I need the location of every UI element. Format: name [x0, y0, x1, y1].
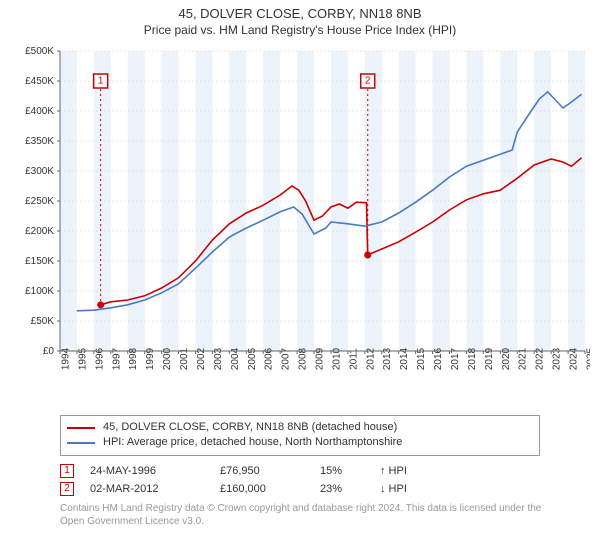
sale-price: £160,000 [220, 483, 320, 495]
sale-date: 24-MAY-1996 [90, 465, 220, 477]
sale-pct: 23% [320, 483, 380, 495]
page-subtitle: Price paid vs. HM Land Registry's House … [10, 23, 590, 37]
legend-label: 45, DOLVER CLOSE, CORBY, NN18 8NB (detac… [103, 420, 397, 435]
legend-label: HPI: Average price, detached house, Nort… [103, 435, 402, 450]
sale-dot [364, 251, 371, 258]
year-band [483, 51, 500, 351]
y-axis-label: £200K [25, 226, 54, 237]
sales-table: 1 24-MAY-1996£76,95015%↑ HPI 2 02-MAR-2012£… [60, 462, 540, 498]
legend-swatch [67, 442, 95, 444]
y-axis-label: £50K [31, 316, 55, 327]
y-axis-label: £400K [25, 106, 54, 117]
year-band [551, 51, 568, 351]
sales-row: 1 24-MAY-1996£76,95015%↑ HPI [60, 462, 540, 480]
legend: 45, DOLVER CLOSE, CORBY, NN18 8NB (detac… [60, 415, 540, 456]
y-axis-label: £300K [25, 166, 54, 177]
y-axis-label: £100K [25, 286, 54, 297]
y-axis-label: £450K [25, 76, 54, 87]
sales-row: 2 02-MAR-2012£160,00023%↓ HPI [60, 480, 540, 498]
legend-swatch [67, 427, 95, 429]
sale-marker-label: 1 [98, 75, 104, 86]
year-band [517, 51, 534, 351]
footer-note: Contains HM Land Registry data © Crown c… [60, 502, 560, 528]
x-axis-label: 2025 [585, 347, 590, 370]
sale-direction: ↑ HPI [380, 465, 440, 477]
chart: £0 £50K £100K £150K £200K £250K £300K £350K £400… [10, 41, 590, 411]
sale-marker-icon: 2 [60, 482, 74, 496]
y-axis-label: £500K [25, 46, 54, 57]
y-axis-label: £350K [25, 136, 54, 147]
legend-row: 45, DOLVER CLOSE, CORBY, NN18 8NB (detac… [67, 420, 533, 435]
sale-price: £76,950 [220, 465, 320, 477]
y-axis-label: £150K [25, 256, 54, 267]
sale-pct: 15% [320, 465, 380, 477]
y-axis-label: £250K [25, 196, 54, 207]
legend-row: HPI: Average price, detached house, Nort… [67, 435, 533, 450]
sale-date: 02-MAR-2012 [90, 483, 220, 495]
sale-direction: ↓ HPI [380, 483, 440, 495]
page-title: 45, DOLVER CLOSE, CORBY, NN18 8NB [10, 6, 590, 23]
sale-marker-icon: 1 [60, 464, 74, 478]
sale-dot [97, 301, 104, 308]
sale-marker-label: 2 [365, 75, 371, 86]
y-axis-label: £0 [43, 346, 55, 357]
